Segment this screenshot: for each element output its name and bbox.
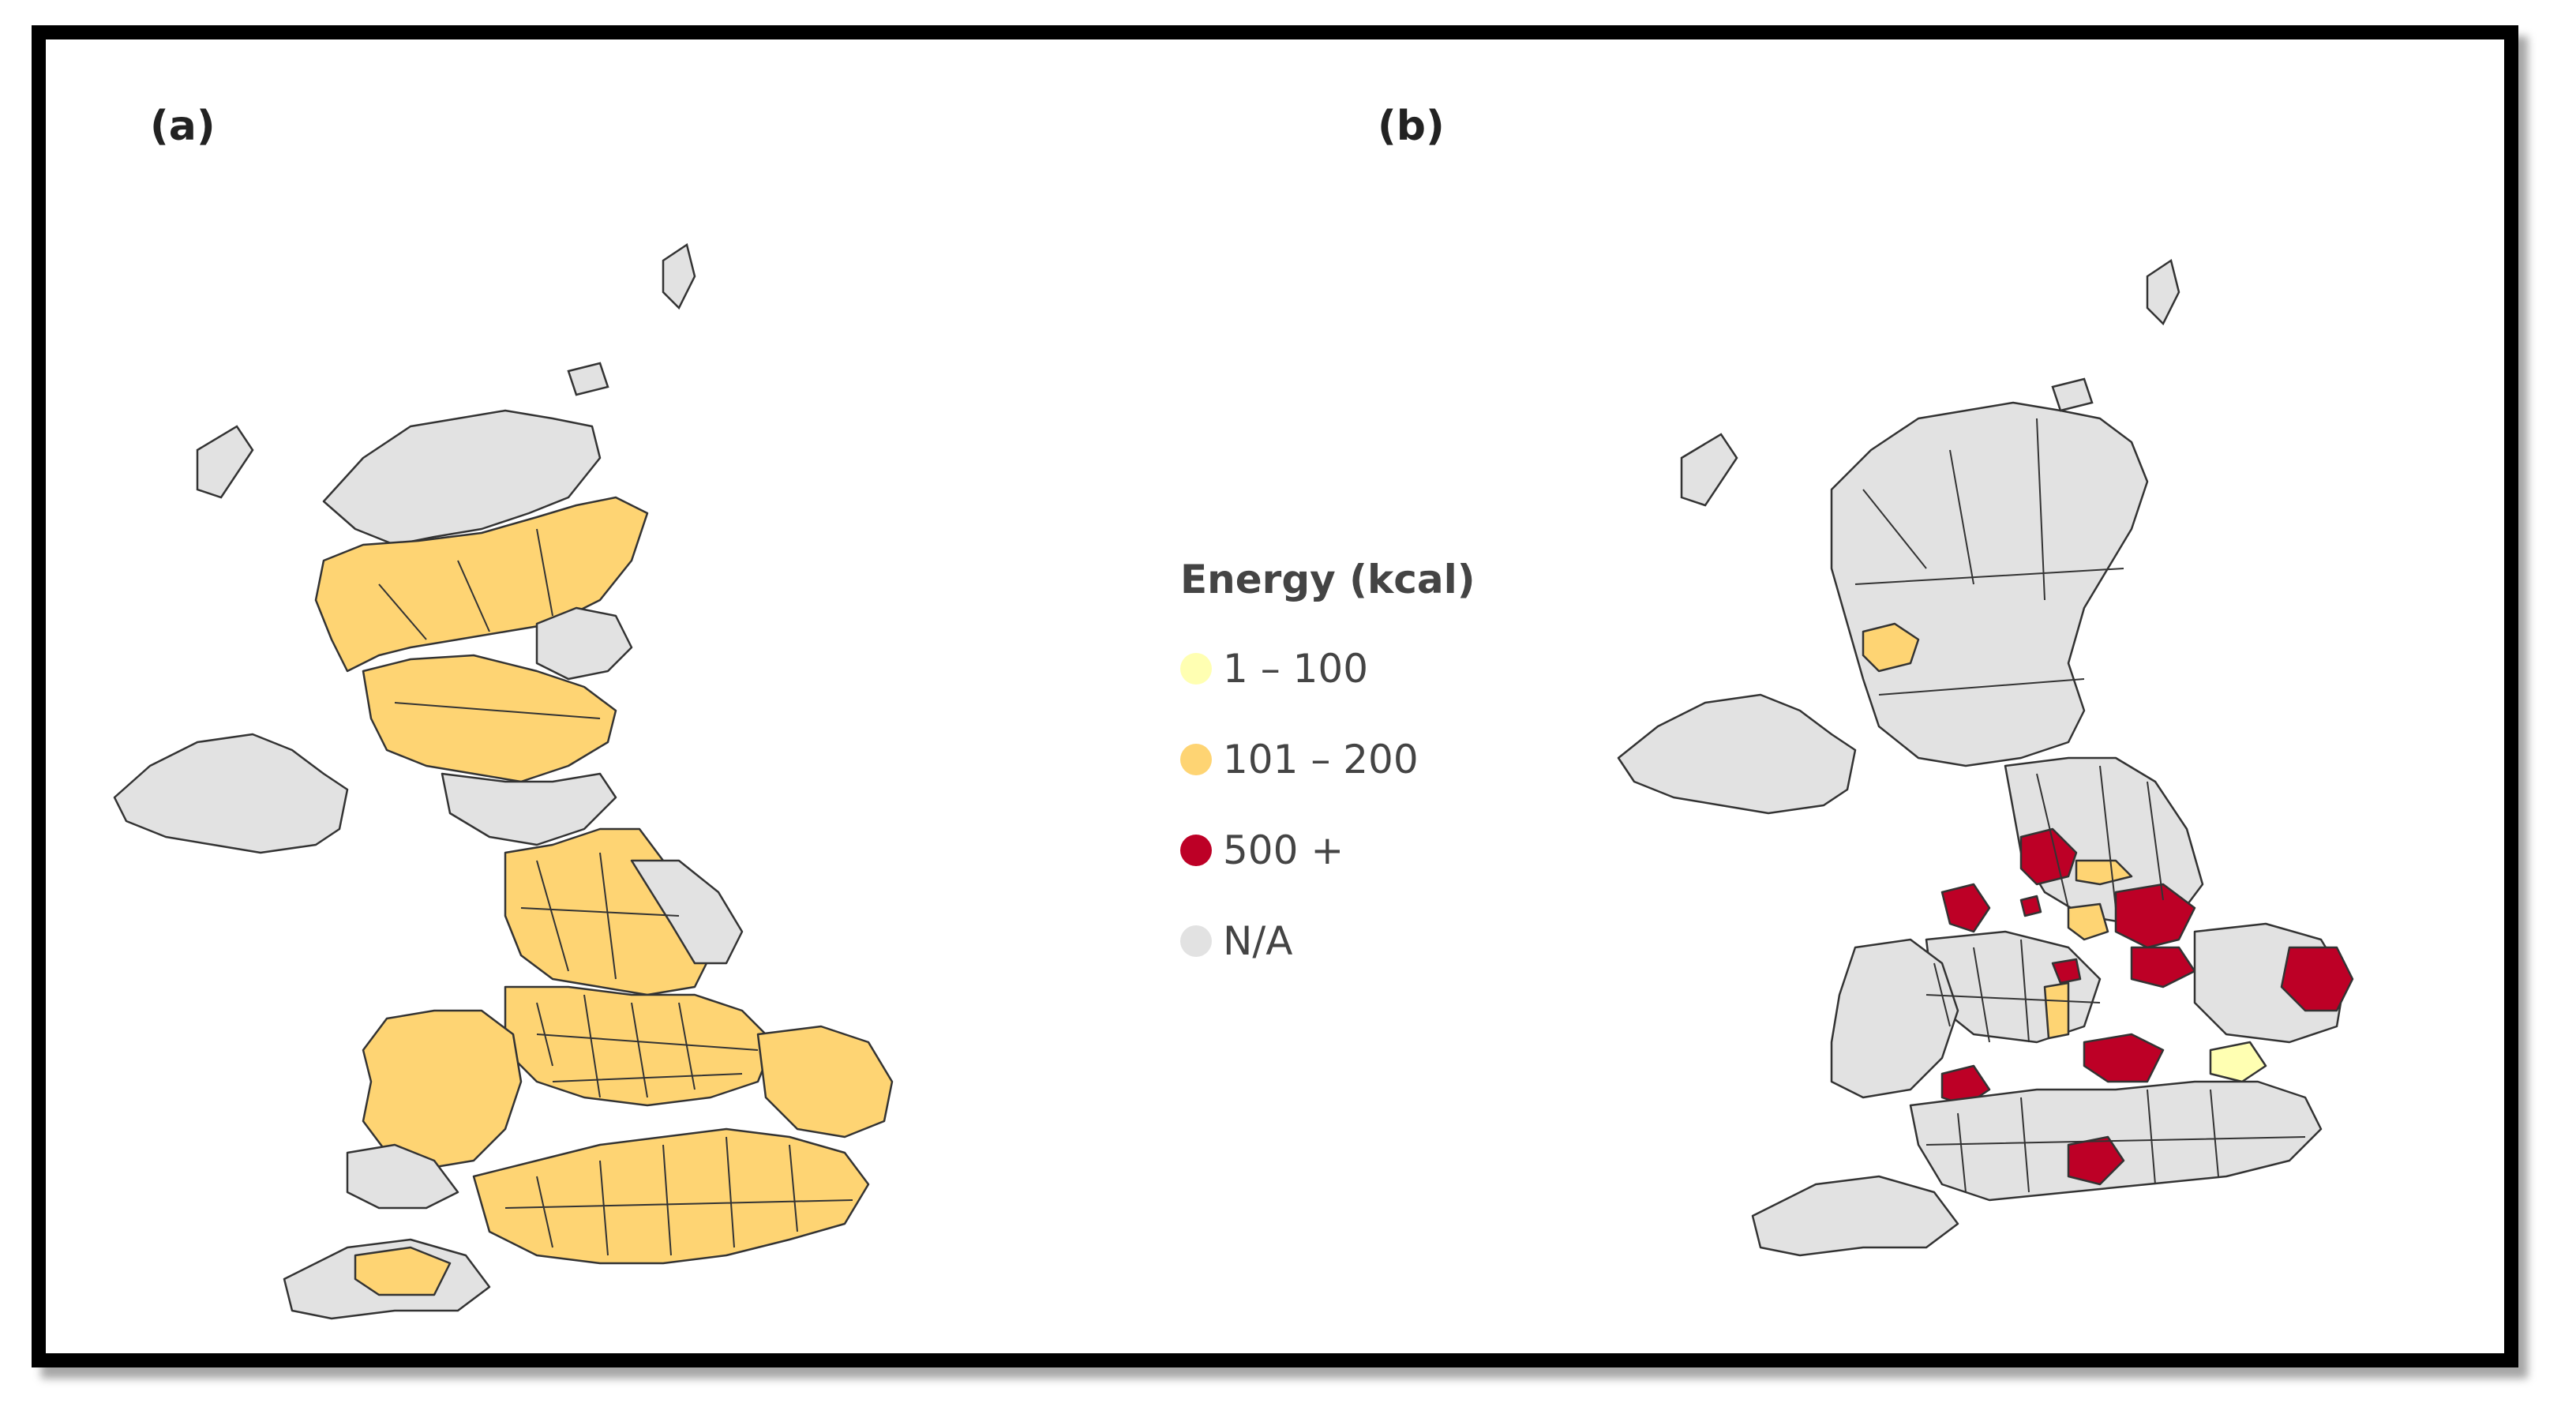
island-orkney [567,362,609,396]
region-nottingham [2114,883,2196,949]
legend-label: 1 – 100 [1223,645,1369,692]
region-coventry [2043,981,2070,1040]
island-shetland [2146,258,2180,326]
region-scotland-south [362,654,617,783]
region-scotland-east [535,606,633,681]
region-devon [354,1246,452,1296]
island-orkney [2051,377,2094,412]
legend-swatch-na [1180,925,1212,957]
region-lancashire [2019,827,2078,886]
legend-swatch-mid [1180,743,1212,775]
legend-label: 101 – 200 [1223,736,1419,782]
region-norfolk [2280,946,2354,1012]
legend-swatch-low [1180,652,1212,685]
legend-label: N/A [1223,917,1293,964]
region-south-england [472,1127,870,1265]
panel-a-label: (a) [150,103,216,150]
region-scotland-central [314,496,649,673]
region-scotland-borders [441,772,617,846]
legend-item: 500 + [1180,805,1512,895]
legend: Energy (kcal) 1 – 100 101 – 200 500 + N/… [1180,557,1512,986]
region-scotland [1830,401,2149,767]
region-east-anglia [756,1025,894,1139]
legend-title: Energy (kcal) [1180,557,1475,602]
region-glasgow [1862,622,1920,673]
region-northern-ireland [113,733,349,854]
region-yorkshire [2075,859,2133,886]
region-north-east [630,859,744,965]
region-manchester [1940,883,1991,933]
legend-item: N/A [1180,895,1512,986]
region-north-england [2004,756,2204,925]
island-hebrides [1680,433,1738,507]
legend-swatch-high [1180,834,1212,866]
region-south-wales [346,1143,459,1210]
legend-label: 500 + [1223,827,1344,873]
region-south-west [1751,1175,1959,1257]
island-hebrides [196,425,254,499]
uk-map-panel-a [113,242,894,1320]
legend-item: 101 – 200 [1180,714,1512,805]
region-sheffield [2067,902,2109,941]
region-wales [362,1009,523,1170]
region-southampton [2067,1135,2125,1186]
region-northern-ireland [1617,693,1857,815]
region-leicester [2130,946,2196,988]
region-wales [1830,938,1959,1099]
island-shetland [662,242,696,310]
region-birmingham [2051,958,2082,985]
region-oxford [2083,1033,2165,1083]
region-liverpool [2019,895,2042,917]
uk-map-panel-b [1617,258,2354,1257]
panel-b-label: (b) [1378,103,1445,150]
region-cambridge [2209,1041,2267,1083]
legend-item: 1 – 100 [1180,623,1512,714]
